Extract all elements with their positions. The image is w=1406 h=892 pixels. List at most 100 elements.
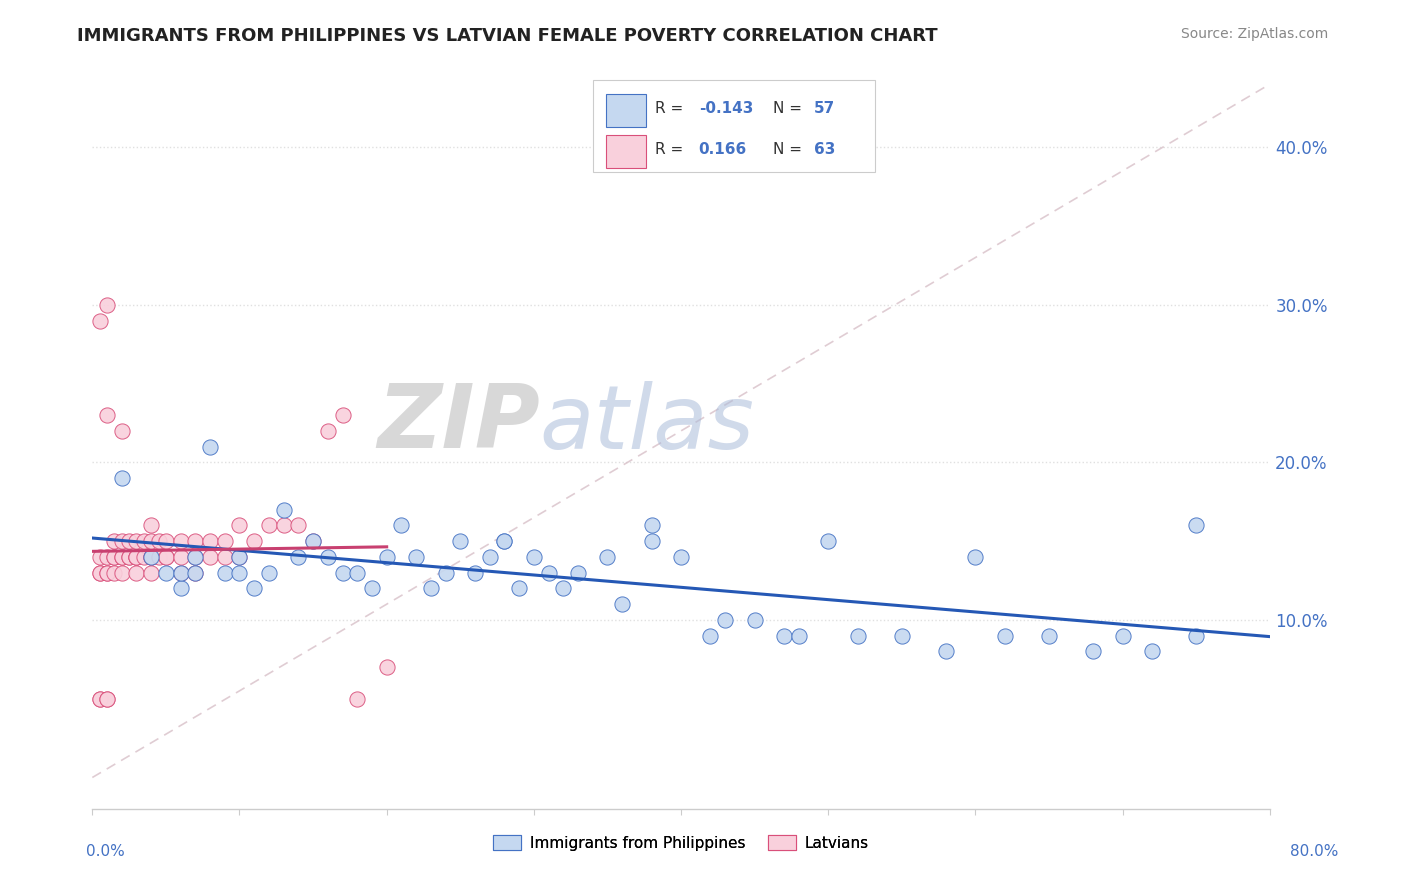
- Point: [375, 660, 398, 674]
- Point: [169, 534, 191, 549]
- Point: [965, 549, 987, 564]
- Point: [228, 549, 250, 564]
- Text: ZIP: ZIP: [377, 381, 540, 467]
- Text: 80.0%: 80.0%: [1291, 845, 1339, 859]
- Point: [214, 549, 236, 564]
- Point: [96, 408, 118, 422]
- Point: [1140, 644, 1163, 658]
- Point: [640, 534, 662, 549]
- Point: [464, 566, 486, 580]
- Point: [346, 566, 368, 580]
- Point: [449, 534, 471, 549]
- FancyBboxPatch shape: [606, 135, 645, 168]
- Point: [699, 629, 721, 643]
- Point: [596, 549, 619, 564]
- Point: [257, 566, 280, 580]
- Point: [214, 534, 236, 549]
- Point: [103, 566, 125, 580]
- Point: [198, 534, 221, 549]
- Point: [96, 566, 118, 580]
- Point: [890, 629, 912, 643]
- Point: [169, 582, 191, 596]
- Point: [89, 566, 111, 580]
- Point: [111, 471, 134, 485]
- Point: [846, 629, 869, 643]
- Point: [125, 534, 148, 549]
- Point: [111, 534, 134, 549]
- Point: [287, 549, 309, 564]
- Point: [155, 534, 177, 549]
- Text: 57: 57: [814, 102, 835, 116]
- Point: [184, 549, 207, 564]
- Point: [141, 549, 163, 564]
- Point: [243, 534, 266, 549]
- FancyBboxPatch shape: [593, 79, 876, 172]
- Text: R =: R =: [655, 142, 693, 157]
- Point: [96, 691, 118, 706]
- Point: [610, 597, 633, 611]
- Point: [302, 534, 325, 549]
- Point: [478, 549, 501, 564]
- Point: [103, 549, 125, 564]
- Point: [332, 408, 354, 422]
- Point: [553, 582, 575, 596]
- Point: [125, 549, 148, 564]
- Point: [125, 549, 148, 564]
- Point: [169, 549, 191, 564]
- Point: [141, 518, 163, 533]
- Point: [1038, 629, 1060, 643]
- Point: [184, 566, 207, 580]
- Point: [141, 549, 163, 564]
- Point: [273, 502, 295, 516]
- Text: atlas: atlas: [540, 381, 755, 467]
- Point: [125, 549, 148, 564]
- Point: [228, 549, 250, 564]
- Point: [316, 424, 339, 438]
- Point: [141, 534, 163, 549]
- Point: [184, 534, 207, 549]
- Text: N =: N =: [773, 102, 807, 116]
- Point: [332, 566, 354, 580]
- Point: [111, 549, 134, 564]
- Point: [89, 566, 111, 580]
- Point: [148, 534, 170, 549]
- Point: [141, 566, 163, 580]
- Point: [669, 549, 692, 564]
- Text: R =: R =: [655, 102, 688, 116]
- Point: [640, 518, 662, 533]
- Point: [111, 549, 134, 564]
- Point: [198, 440, 221, 454]
- Point: [169, 566, 191, 580]
- Point: [155, 566, 177, 580]
- Point: [103, 534, 125, 549]
- Point: [243, 582, 266, 596]
- Point: [419, 582, 441, 596]
- Point: [508, 582, 530, 596]
- Point: [389, 518, 412, 533]
- Text: N =: N =: [773, 142, 807, 157]
- Point: [111, 566, 134, 580]
- Point: [523, 549, 546, 564]
- Point: [214, 566, 236, 580]
- Point: [96, 566, 118, 580]
- Point: [118, 534, 141, 549]
- Point: [316, 549, 339, 564]
- Point: [287, 518, 309, 533]
- Point: [155, 549, 177, 564]
- FancyBboxPatch shape: [606, 94, 645, 127]
- Point: [125, 566, 148, 580]
- Point: [273, 518, 295, 533]
- Point: [494, 534, 516, 549]
- Point: [346, 691, 368, 706]
- Point: [198, 549, 221, 564]
- Point: [773, 629, 796, 643]
- Text: 0.0%: 0.0%: [86, 845, 125, 859]
- Point: [1185, 629, 1208, 643]
- Point: [405, 549, 427, 564]
- Point: [494, 534, 516, 549]
- Text: IMMIGRANTS FROM PHILIPPINES VS LATVIAN FEMALE POVERTY CORRELATION CHART: IMMIGRANTS FROM PHILIPPINES VS LATVIAN F…: [77, 27, 938, 45]
- Point: [744, 613, 766, 627]
- Point: [714, 613, 737, 627]
- Point: [361, 582, 384, 596]
- Point: [567, 566, 589, 580]
